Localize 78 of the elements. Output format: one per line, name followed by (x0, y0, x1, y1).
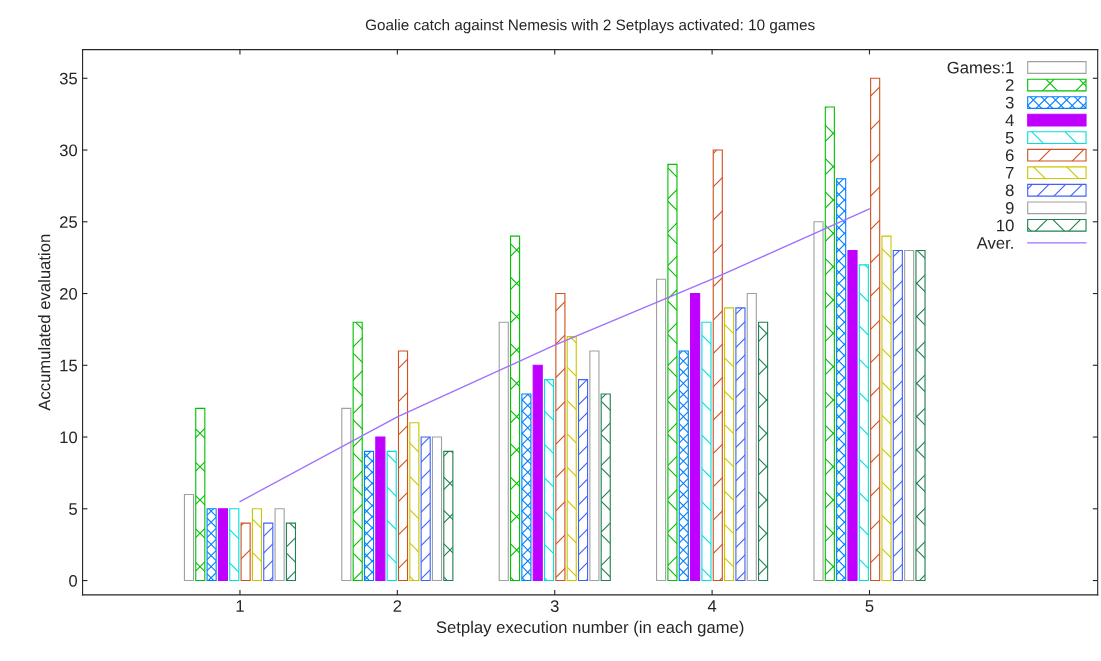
bar (409, 422, 420, 582)
bar (555, 292, 566, 582)
bar (341, 407, 352, 582)
legend-label: 4 (1005, 114, 1014, 126)
legend-label: 7 (1005, 167, 1014, 179)
bar (183, 493, 195, 582)
legend-label: 8 (1005, 184, 1014, 197)
x-tick-label: 3 (550, 600, 559, 612)
legend-label: 10 (997, 219, 1014, 232)
bar (858, 264, 869, 582)
bar (386, 450, 397, 582)
bar (206, 508, 217, 582)
line-series (239, 208, 871, 503)
bar (746, 292, 757, 582)
bar (735, 307, 746, 582)
bar (543, 379, 555, 582)
bar (870, 77, 881, 582)
bar (420, 436, 431, 582)
bar (352, 321, 363, 582)
bar (363, 450, 375, 582)
bar (566, 336, 577, 582)
bar (577, 379, 589, 582)
bar (656, 278, 667, 582)
bar (443, 450, 454, 582)
x-tick-label: 5 (865, 600, 874, 612)
bar (285, 522, 297, 582)
x-tick-label: 1 (236, 600, 244, 612)
bar (600, 393, 611, 582)
bar (397, 350, 409, 582)
bar (690, 292, 701, 582)
bar (509, 235, 521, 582)
y-tick-label: 35 (59, 72, 78, 85)
y-axis-title: Accumulated evaluation (38, 234, 51, 411)
bar (240, 522, 251, 582)
bar (824, 106, 835, 582)
bar (667, 163, 678, 582)
y-tick-label: 25 (60, 216, 78, 228)
bar (532, 364, 543, 582)
bar (904, 249, 915, 582)
bar (589, 350, 600, 582)
bar (915, 249, 926, 582)
bar (274, 508, 285, 582)
bar (701, 321, 712, 582)
bar (847, 249, 858, 582)
y-tick-label: 10 (60, 431, 78, 444)
bar (836, 178, 847, 582)
x-tick-label: 4 (707, 600, 717, 612)
bar (521, 393, 532, 582)
y-tick-label: 30 (59, 144, 78, 157)
bar (724, 307, 735, 582)
bar (881, 235, 892, 582)
y-tick-label: 0 (69, 574, 78, 587)
bar (217, 508, 229, 582)
legend-label: 9 (1005, 201, 1014, 214)
bar (758, 321, 769, 582)
bar (229, 508, 240, 582)
legend-label: Games:1 (947, 61, 1014, 74)
bar (498, 321, 509, 582)
legend-label: 5 (1005, 132, 1014, 144)
legend-label: Aver. (976, 237, 1013, 249)
chart-title: Goalie catch against Nemesis with 2 Setplays activated: 10 games (365, 19, 815, 34)
y-tick-label: 5 (69, 503, 78, 515)
x-tick-label: 2 (393, 600, 402, 612)
bar (375, 436, 386, 582)
bar (251, 508, 263, 582)
bar (678, 350, 689, 582)
bar (195, 407, 206, 582)
bar (431, 436, 443, 582)
legend-label: 6 (1005, 149, 1014, 162)
y-tick-label: 20 (60, 287, 78, 300)
legend-label: 3 (1005, 96, 1014, 109)
bar (263, 522, 274, 582)
bar (813, 221, 824, 582)
y-tick-label: 15 (60, 359, 78, 372)
legend-label: 2 (1005, 79, 1014, 91)
bar (712, 149, 723, 582)
x-axis-title: Setplay execution number (in each game) (436, 620, 744, 637)
bar (892, 249, 903, 582)
